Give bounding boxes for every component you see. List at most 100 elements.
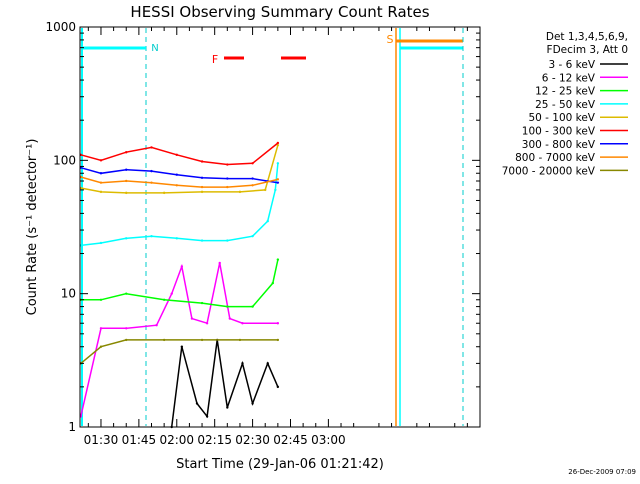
legend-label: 300 - 800 keV [522, 139, 596, 151]
data-point [226, 177, 229, 180]
data-point [190, 317, 194, 320]
x-tick-label: 01:45 [122, 433, 157, 447]
x-axis-title: Start Time (29-Jan-06 01:21:42) [176, 457, 384, 472]
data-point [180, 345, 184, 348]
legend-label: 12 - 25 keV [535, 86, 596, 98]
data-point [241, 362, 244, 365]
saa-label: S [387, 33, 394, 46]
data-point [150, 181, 153, 184]
data-point [200, 160, 204, 163]
data-point [200, 301, 204, 305]
data-point [200, 185, 204, 189]
data-point [238, 338, 242, 342]
data-point [226, 163, 229, 166]
data-point [205, 415, 209, 418]
y-tick-label: 100 [53, 153, 76, 167]
data-point [238, 190, 242, 194]
data-point [175, 237, 178, 240]
data-point [125, 338, 128, 342]
x-axis: 01:30 01:45 02:00 02:15 02:30 02:45 03:00 [84, 27, 468, 447]
data-point [180, 265, 184, 268]
data-point [276, 162, 280, 165]
x-tick-label: 01:30 [84, 433, 119, 447]
data-point [155, 324, 158, 327]
series-line-2 [80, 262, 278, 417]
data-point [266, 219, 269, 223]
data-point [266, 362, 269, 365]
data-point [125, 292, 128, 295]
data-point [162, 298, 166, 301]
legend-label: 50 - 100 keV [528, 112, 595, 124]
data-point [276, 178, 280, 181]
data-point [125, 168, 128, 171]
data-point [195, 402, 199, 405]
data-point [200, 176, 204, 179]
data-point [251, 305, 254, 308]
series-line-3 [80, 259, 279, 308]
data-point [226, 185, 229, 189]
data-point [150, 234, 153, 238]
data-point [99, 159, 103, 162]
x-tick-label: 03:00 [311, 433, 346, 447]
y-axis: 1 10 100 1000 [45, 20, 480, 434]
data-point [99, 190, 103, 194]
data-point [99, 172, 103, 175]
data-point [226, 406, 229, 409]
data-point [251, 177, 254, 180]
flare-label: F [212, 53, 218, 66]
data-point [205, 322, 209, 325]
data-point [125, 151, 128, 154]
y-tick-label: 1000 [45, 20, 76, 34]
data-point [276, 322, 280, 325]
data-point [99, 327, 103, 330]
data-point [125, 327, 128, 330]
chart-title: HESSI Observing Summary Count Rates [130, 3, 429, 21]
data-point [175, 153, 178, 157]
data-point [276, 258, 280, 261]
data-point [150, 146, 153, 149]
series-line-7 [80, 166, 279, 184]
data-point [226, 305, 229, 308]
data-point [274, 188, 277, 192]
night-label: N [151, 43, 158, 54]
x-tick-label: 02:30 [235, 433, 270, 447]
legend-label: 7000 - 20000 keV [502, 165, 596, 177]
data-point [99, 181, 103, 184]
legend-label: 800 - 7000 keV [515, 152, 596, 164]
data-point [170, 292, 173, 295]
y-tick-label: 1 [68, 420, 76, 434]
data-point [99, 345, 103, 348]
data-point [276, 385, 280, 389]
series-group [79, 28, 464, 429]
x-tick-label: 02:15 [197, 433, 232, 447]
data-point [162, 338, 166, 342]
data-point [125, 191, 128, 195]
legend-label: 25 - 50 keV [535, 99, 596, 111]
legend-label: 3 - 6 keV [548, 59, 595, 71]
data-point [218, 261, 221, 265]
plot-frame [79, 26, 481, 428]
data-point [228, 317, 232, 320]
data-point [251, 162, 254, 165]
data-point [175, 184, 178, 187]
data-point [241, 322, 244, 325]
data-point [162, 191, 166, 195]
legend-header-2: FDecim 3, Att 0 [547, 44, 628, 56]
data-point [251, 184, 254, 187]
series-line-6 [80, 142, 279, 166]
legend-label: 100 - 300 keV [522, 126, 596, 138]
data-point [175, 173, 178, 176]
series-line-9 [80, 339, 278, 364]
data-point [200, 338, 204, 342]
data-point [251, 402, 254, 405]
y-tick-label: 10 [61, 287, 76, 301]
data-point [99, 298, 103, 301]
data-point [99, 241, 103, 245]
y-axis-title: Count Rate (s⁻¹ detector⁻¹) [25, 139, 40, 316]
series-line-5 [80, 144, 279, 194]
data-point [276, 141, 280, 145]
x-tick-label: 02:00 [159, 433, 194, 447]
